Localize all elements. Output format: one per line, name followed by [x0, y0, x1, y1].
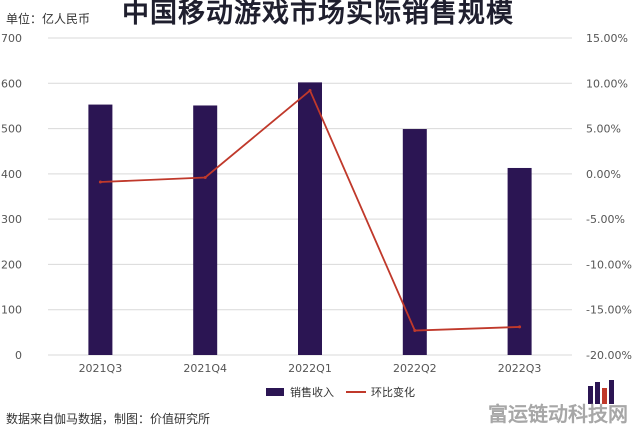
legend-swatch-bar: [266, 388, 284, 396]
y-right-tick-label: 10.00%: [586, 77, 628, 90]
x-tick-label: 2021Q4: [183, 362, 227, 375]
watermark-logo-icon: [588, 380, 614, 404]
y-left-tick-label: 400: [1, 168, 22, 181]
y-right-tick-label: 15.00%: [586, 32, 628, 45]
y-left-tick-label: 200: [1, 258, 22, 271]
series-point: [98, 180, 102, 184]
series-point: [518, 325, 522, 329]
y-left-tick-label: 100: [1, 304, 22, 317]
y-right-tick-label: -5.00%: [586, 213, 625, 226]
x-tick-label: 2022Q1: [288, 362, 332, 375]
y-left-tick-label: 500: [1, 123, 22, 136]
y-left-tick-label: 600: [1, 77, 22, 90]
y-left-tick-label: 300: [1, 213, 22, 226]
legend-label-bar: 销售收入: [290, 385, 334, 399]
y-right-tick-label: 0.00%: [586, 168, 621, 181]
bar: [507, 167, 532, 355]
bar: [193, 105, 218, 356]
series-point: [203, 175, 207, 179]
y-right-tick-label: -20.00%: [586, 349, 632, 362]
legend-label-line: 环比变化: [371, 385, 415, 399]
y-left-tick-label: 700: [1, 32, 22, 45]
x-tick-label: 2021Q3: [79, 362, 123, 375]
y-right-tick-label: -10.00%: [586, 258, 632, 271]
y-right-tick-label: -15.00%: [586, 304, 632, 317]
unit-label: 单位：亿人民币: [6, 12, 91, 26]
series-point: [308, 89, 312, 93]
source-note: 数据来自伽马数据，制图：价值研究所: [6, 412, 211, 426]
x-tick-label: 2022Q3: [498, 362, 542, 375]
x-tick-label: 2022Q2: [393, 362, 437, 375]
y-left-tick-label: 0: [15, 349, 22, 362]
watermark-text: 富运链动科技网: [488, 402, 628, 426]
bar: [402, 129, 427, 355]
series-point: [413, 329, 417, 333]
bar: [298, 82, 322, 355]
y-right-tick-label: 5.00%: [586, 123, 621, 136]
bar: [88, 104, 113, 355]
chart-title: 中国移动游戏市场实际销售规模: [122, 0, 514, 29]
